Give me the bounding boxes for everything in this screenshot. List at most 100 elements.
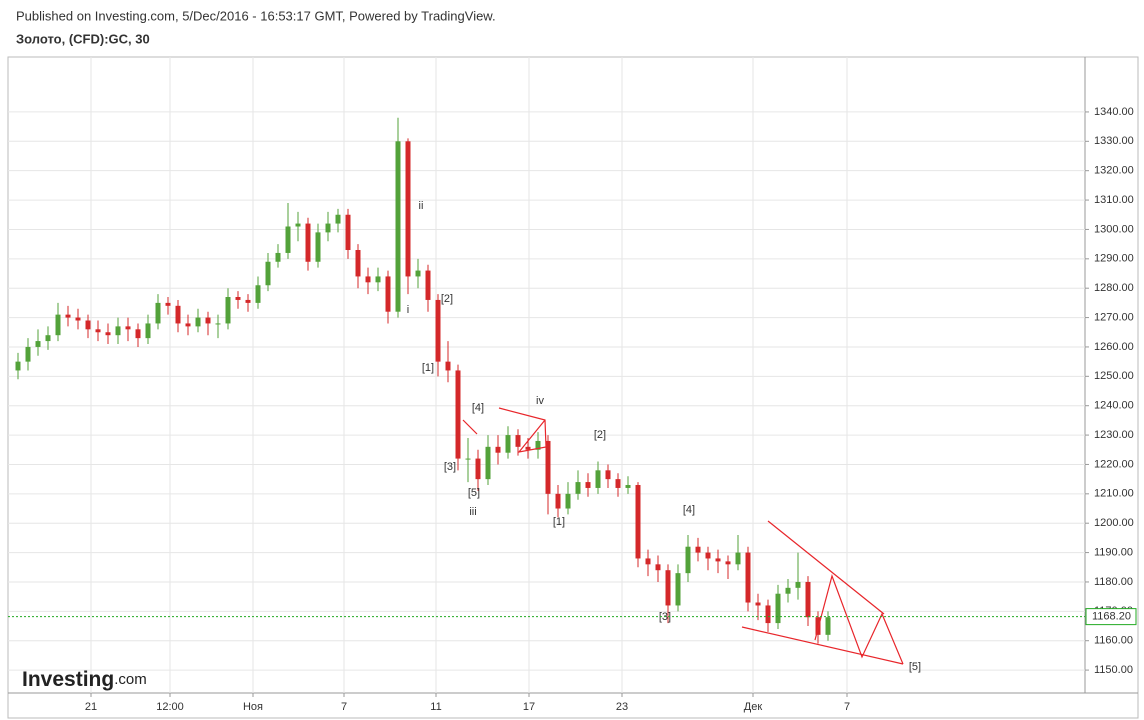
y-tick-label: 1310.00 xyxy=(1094,194,1134,206)
candle-body xyxy=(445,361,451,371)
x-tick-label: 11 xyxy=(430,701,441,713)
candle-body xyxy=(695,546,701,553)
triangle xyxy=(498,407,547,453)
logo-main: Investing xyxy=(22,668,114,691)
candle-body xyxy=(415,270,421,277)
wave-label: [1] xyxy=(422,362,434,374)
candle-body xyxy=(245,299,251,303)
candle-body xyxy=(45,335,51,342)
candle-body xyxy=(485,446,491,480)
candle-body xyxy=(55,314,61,336)
candle-body xyxy=(555,493,561,509)
drawings xyxy=(462,407,904,665)
wave-labels: ii i [2] [1] [4] iv [3] [5] iii [1] [2] … xyxy=(407,200,921,673)
candle-body xyxy=(265,261,271,286)
y-tick-label: 1320.00 xyxy=(1094,165,1134,177)
candle-body xyxy=(465,458,471,460)
y-tick-label: 1240.00 xyxy=(1094,400,1134,412)
logo-suffix: .com xyxy=(114,671,147,688)
price-label: 1168.20 xyxy=(1092,611,1131,623)
candle-body xyxy=(135,329,141,339)
y-tick-label: 1180.00 xyxy=(1094,576,1133,588)
candle-body xyxy=(765,605,771,624)
candle-body xyxy=(435,299,441,362)
chart-title: Золото, (CFD):GC, 30 xyxy=(16,31,150,46)
y-tick-label: 1230.00 xyxy=(1094,429,1134,441)
candle-body xyxy=(655,564,661,571)
candle-body xyxy=(125,326,131,330)
candle-body xyxy=(425,270,431,300)
wave-label: i xyxy=(407,304,409,316)
candle-body xyxy=(705,552,711,559)
x-tick-label: 17 xyxy=(523,701,535,713)
wedge-top xyxy=(767,520,885,615)
candle-body xyxy=(255,285,261,303)
candle-body xyxy=(225,297,231,324)
candle-body xyxy=(145,323,151,339)
wedge-zigzag xyxy=(814,574,904,665)
candle-body xyxy=(85,320,91,330)
candle-body xyxy=(105,332,111,336)
x-tick-label: 7 xyxy=(844,701,850,713)
logo: Investing.com xyxy=(22,668,147,691)
candle-body xyxy=(395,141,401,312)
candle-body xyxy=(475,458,481,480)
candle-body xyxy=(235,297,241,300)
wave-label: [5] xyxy=(909,661,921,673)
candle-body xyxy=(685,546,691,574)
candle-body xyxy=(725,561,731,565)
candle-body xyxy=(15,361,21,371)
candle-body xyxy=(675,573,681,606)
x-tick-label: 23 xyxy=(616,701,628,713)
candle-body xyxy=(825,617,831,635)
x-tick-label: Ноя xyxy=(243,701,263,713)
wave-label: [5] xyxy=(468,487,480,499)
candle-body xyxy=(185,323,191,327)
candle-body xyxy=(715,558,721,562)
candle-body xyxy=(805,581,811,618)
candle-body xyxy=(625,485,631,488)
y-tick-label: 1190.00 xyxy=(1094,546,1133,558)
wave-label: ii xyxy=(419,200,424,212)
y-tick-label: 1250.00 xyxy=(1094,370,1134,382)
candle-body xyxy=(525,446,531,450)
y-tick-label: 1160.00 xyxy=(1094,635,1133,647)
candle-body xyxy=(635,485,641,559)
wave-line xyxy=(462,419,478,435)
candle-body xyxy=(375,276,381,283)
candle-body xyxy=(175,305,181,324)
y-tick-label: 1290.00 xyxy=(1094,253,1134,265)
candle-body xyxy=(575,482,581,494)
wave-label: [2] xyxy=(594,429,606,441)
candle-body xyxy=(545,440,551,494)
candle-body xyxy=(615,479,621,488)
candle-body xyxy=(315,232,321,262)
candle-body xyxy=(665,570,671,606)
candle-body xyxy=(295,223,301,227)
x-tick-label: Дек xyxy=(744,701,763,713)
y-tick-label: 1260.00 xyxy=(1094,341,1134,353)
wave-label: [3] xyxy=(444,461,456,473)
candle-body xyxy=(405,141,411,277)
candle-body xyxy=(115,326,121,336)
x-tick-label: 21 xyxy=(85,701,97,713)
y-tick-label: 1330.00 xyxy=(1094,135,1134,147)
candle-body xyxy=(165,302,171,306)
candle-body xyxy=(275,252,281,262)
candle-body xyxy=(785,587,791,594)
candle-body xyxy=(195,317,201,327)
x-tick-label: 7 xyxy=(341,701,347,713)
candle-body xyxy=(365,276,371,283)
header: Published on Investing.com, 5/Dec/2016 -… xyxy=(16,8,496,23)
candle-body xyxy=(345,214,351,251)
y-tick-label: 1200.00 xyxy=(1094,517,1134,529)
candle-body xyxy=(65,314,71,318)
candle-body xyxy=(325,223,331,233)
wave-label: [1] xyxy=(553,516,565,528)
candle-body xyxy=(735,552,741,565)
price-box xyxy=(1085,608,1137,626)
candle-body xyxy=(535,440,541,450)
candle-body xyxy=(595,470,601,488)
candle-body xyxy=(385,276,391,312)
